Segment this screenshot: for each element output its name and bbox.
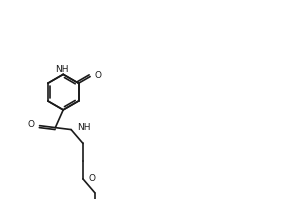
Text: O: O <box>89 174 96 183</box>
Text: O: O <box>94 71 101 80</box>
Text: NH: NH <box>77 123 91 132</box>
Text: O: O <box>28 120 34 129</box>
Text: NH: NH <box>56 65 69 74</box>
